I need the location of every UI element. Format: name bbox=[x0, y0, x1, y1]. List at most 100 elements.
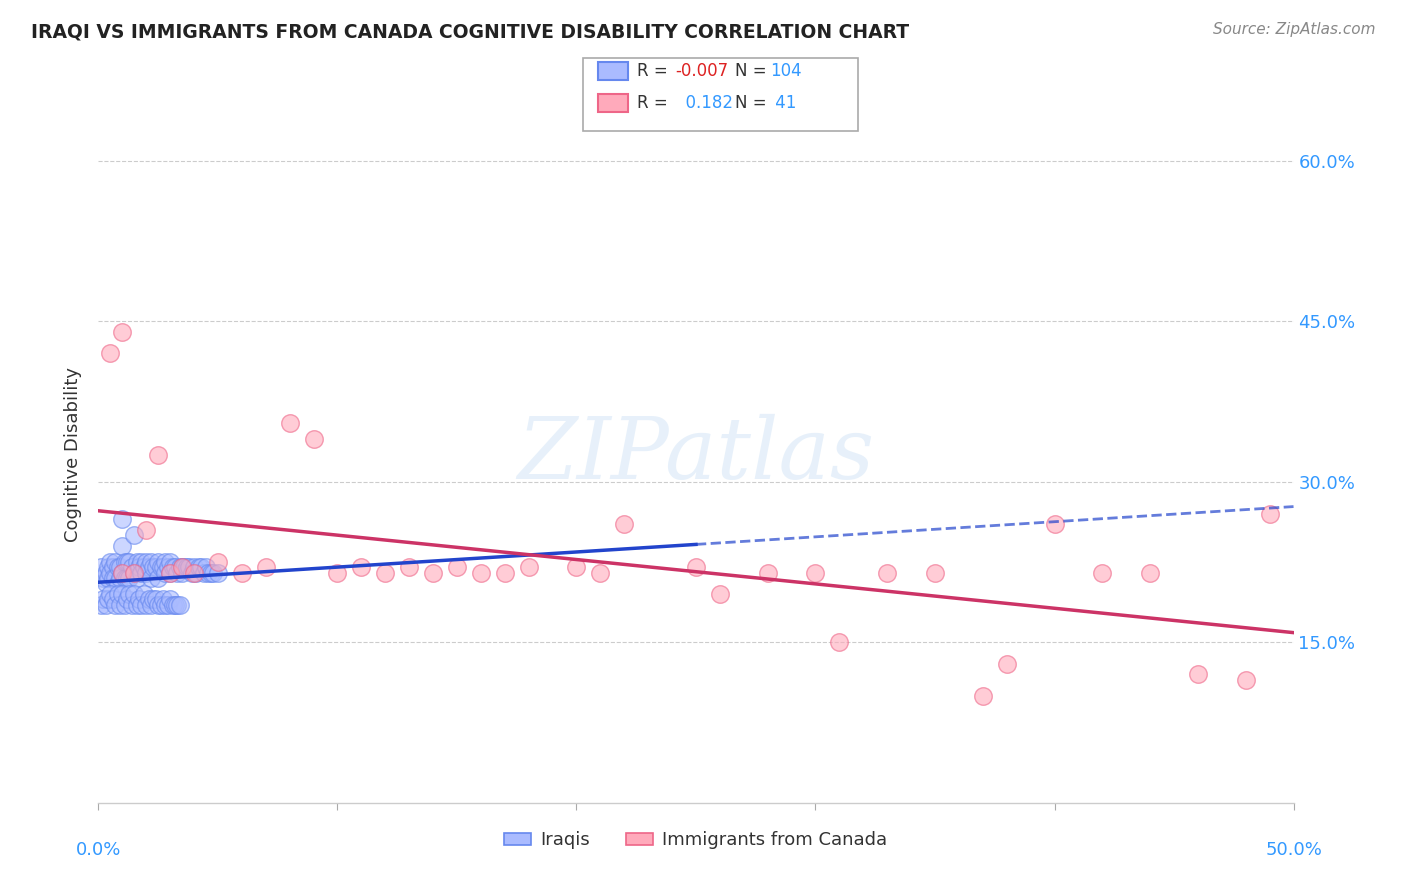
Point bbox=[104, 555, 127, 569]
Point bbox=[114, 598, 136, 612]
Point bbox=[101, 571, 124, 585]
Point bbox=[142, 592, 165, 607]
Text: R =: R = bbox=[637, 62, 673, 80]
Point bbox=[302, 432, 325, 446]
Point bbox=[278, 416, 301, 430]
Point bbox=[195, 560, 218, 574]
Point bbox=[173, 560, 195, 574]
Point bbox=[107, 587, 129, 601]
Point bbox=[135, 523, 157, 537]
Point bbox=[494, 566, 516, 580]
Point bbox=[108, 560, 131, 574]
Point bbox=[98, 346, 122, 360]
Point bbox=[148, 448, 170, 462]
Point bbox=[135, 555, 157, 569]
Point bbox=[183, 560, 205, 574]
Point bbox=[155, 555, 177, 569]
Point bbox=[1187, 667, 1209, 681]
Point bbox=[115, 571, 138, 585]
Point bbox=[517, 560, 540, 574]
Point bbox=[135, 598, 157, 612]
Point bbox=[470, 566, 492, 580]
Text: 41: 41 bbox=[770, 94, 797, 112]
Point bbox=[159, 566, 181, 580]
Point bbox=[172, 560, 194, 574]
Point bbox=[115, 592, 138, 607]
Point bbox=[111, 566, 134, 580]
Point bbox=[1258, 507, 1281, 521]
Point bbox=[111, 539, 134, 553]
Point bbox=[90, 560, 112, 574]
Point bbox=[172, 560, 194, 574]
Point bbox=[613, 517, 636, 532]
Point bbox=[111, 325, 134, 339]
Point bbox=[114, 571, 136, 585]
Point bbox=[145, 592, 167, 607]
Point bbox=[149, 598, 172, 612]
Text: 50.0%: 50.0% bbox=[1265, 841, 1322, 859]
Point bbox=[162, 560, 184, 574]
Text: N =: N = bbox=[735, 94, 772, 112]
Point bbox=[187, 560, 209, 574]
Point bbox=[589, 566, 612, 580]
Point bbox=[128, 592, 150, 607]
Point bbox=[104, 571, 127, 585]
Point bbox=[128, 560, 150, 574]
Point bbox=[163, 560, 186, 574]
Point bbox=[108, 598, 131, 612]
Point bbox=[139, 571, 162, 585]
Point bbox=[124, 587, 146, 601]
Point bbox=[398, 560, 420, 574]
Text: 0.0%: 0.0% bbox=[76, 841, 121, 859]
Point bbox=[162, 598, 184, 612]
Point bbox=[94, 598, 117, 612]
Point bbox=[159, 592, 181, 607]
Point bbox=[91, 571, 114, 585]
Point bbox=[124, 566, 146, 580]
Point bbox=[169, 560, 191, 574]
Point bbox=[111, 512, 134, 526]
Point bbox=[155, 566, 177, 580]
Text: Source: ZipAtlas.com: Source: ZipAtlas.com bbox=[1212, 22, 1375, 37]
Point bbox=[156, 560, 179, 574]
Point bbox=[107, 560, 129, 574]
Point bbox=[1234, 673, 1257, 687]
Point bbox=[995, 657, 1018, 671]
Point bbox=[972, 689, 994, 703]
Point bbox=[101, 592, 124, 607]
Point bbox=[108, 571, 131, 585]
Point bbox=[350, 560, 373, 574]
Point bbox=[115, 555, 138, 569]
Point bbox=[156, 598, 179, 612]
Point bbox=[1043, 517, 1066, 532]
Point bbox=[159, 566, 181, 580]
Point bbox=[183, 566, 205, 580]
Text: 104: 104 bbox=[770, 62, 801, 80]
Point bbox=[166, 598, 188, 612]
Point bbox=[169, 598, 191, 612]
Point bbox=[207, 555, 229, 569]
Point bbox=[685, 560, 707, 574]
Point bbox=[254, 560, 277, 574]
Point bbox=[138, 592, 160, 607]
Point bbox=[176, 560, 198, 574]
Point bbox=[118, 587, 141, 601]
Point bbox=[97, 592, 120, 607]
Point bbox=[90, 598, 112, 612]
Text: ZIPatlas: ZIPatlas bbox=[517, 414, 875, 496]
Point bbox=[148, 555, 170, 569]
Point bbox=[118, 555, 141, 569]
Point bbox=[139, 598, 162, 612]
Point bbox=[446, 560, 468, 574]
Point bbox=[101, 560, 124, 574]
Point bbox=[111, 566, 134, 580]
Point bbox=[152, 592, 174, 607]
Point bbox=[155, 598, 177, 612]
Point bbox=[121, 598, 143, 612]
Point bbox=[132, 587, 155, 601]
Point bbox=[94, 566, 117, 580]
Text: IRAQI VS IMMIGRANTS FROM CANADA COGNITIVE DISABILITY CORRELATION CHART: IRAQI VS IMMIGRANTS FROM CANADA COGNITIV… bbox=[31, 22, 910, 41]
Point bbox=[118, 571, 141, 585]
Point bbox=[190, 560, 212, 574]
Point bbox=[207, 566, 229, 580]
